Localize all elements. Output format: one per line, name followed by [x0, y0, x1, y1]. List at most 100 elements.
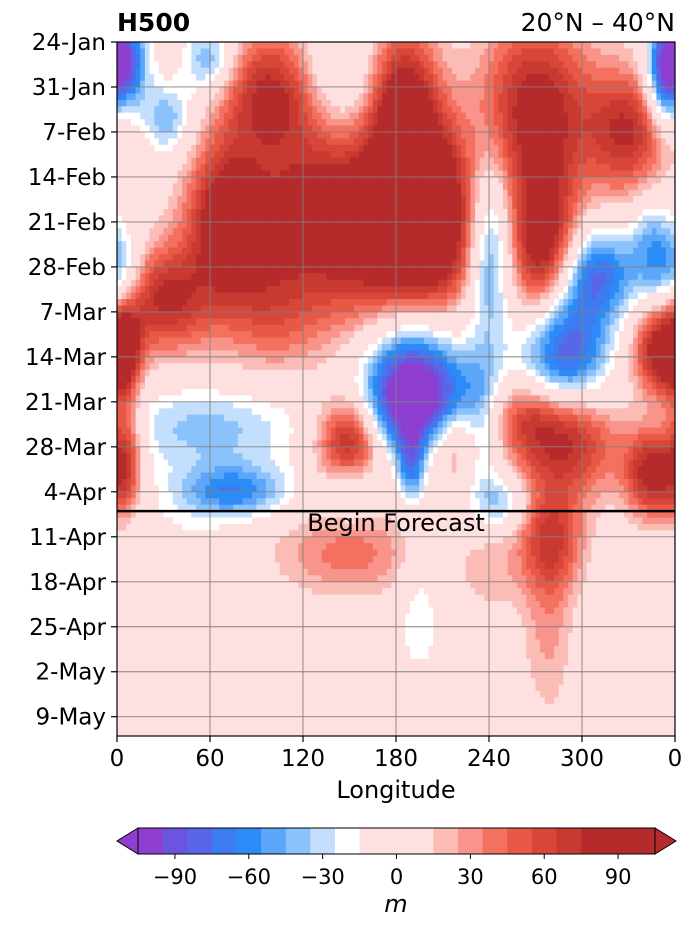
field-cell [354, 93, 360, 101]
field-cell [363, 305, 369, 313]
field-cell [642, 215, 648, 223]
field-cell [540, 176, 546, 184]
field-cell [210, 99, 216, 107]
field-cell [368, 93, 374, 101]
field-cell [670, 157, 675, 165]
field-cell [289, 74, 295, 82]
field-cell [419, 299, 425, 307]
field-cell [149, 131, 155, 139]
field-cell [651, 93, 657, 101]
field-cell [628, 189, 634, 197]
field-cell [428, 279, 434, 287]
field-cell [470, 183, 476, 191]
field-cell [158, 286, 165, 294]
field-cell [563, 112, 569, 120]
field-cell [386, 221, 392, 229]
field-cell [340, 266, 346, 274]
field-cell [526, 196, 532, 204]
field-cell [130, 138, 137, 146]
field-cell [419, 254, 425, 262]
field-cell [642, 260, 648, 268]
field-cell [554, 215, 560, 223]
field-cell [479, 241, 485, 249]
field-cell [270, 67, 276, 75]
field-cell [516, 189, 523, 197]
field-cell [293, 80, 299, 88]
field-cell [214, 74, 220, 82]
field-cell [298, 183, 304, 191]
field-cell [298, 279, 304, 287]
field-cell [130, 305, 137, 313]
field-cell [484, 176, 490, 184]
field-cell [247, 74, 253, 82]
field-cell [516, 48, 523, 56]
field-cell [484, 131, 490, 139]
field-cell [205, 99, 211, 107]
field-cell [396, 234, 402, 242]
field-cell [191, 170, 197, 178]
field-cell [572, 260, 578, 268]
field-cell [117, 138, 123, 146]
field-cell [516, 112, 523, 120]
field-cell [582, 183, 588, 191]
field-cell [414, 112, 420, 120]
field-cell [554, 131, 560, 139]
field-cell [549, 260, 555, 268]
field-cell [628, 61, 634, 69]
field-cell [349, 260, 355, 268]
field-cell [130, 176, 137, 184]
field-cell [656, 266, 662, 274]
field-cell [196, 189, 202, 197]
field-cell [186, 266, 192, 274]
field-cell [219, 119, 225, 127]
field-cell [265, 125, 272, 133]
field-cell [256, 247, 262, 255]
field-cell [242, 286, 248, 294]
field-cell [340, 86, 346, 95]
field-cell [251, 144, 258, 152]
field-cell [256, 234, 262, 242]
field-cell [316, 196, 323, 204]
field-cell [619, 164, 625, 172]
field-cell [470, 42, 476, 50]
field-cell [382, 119, 388, 127]
field-cell [540, 286, 546, 294]
field-cell [665, 86, 671, 95]
field-cell [498, 189, 504, 197]
field-cell [247, 86, 253, 95]
field-cell [354, 119, 360, 127]
field-cell [391, 176, 397, 184]
field-cell [665, 106, 671, 114]
field-cell [372, 196, 378, 204]
field-cell [307, 215, 313, 223]
field-cell [568, 138, 574, 146]
field-cell [419, 273, 425, 281]
field-cell [284, 54, 290, 62]
field-cell [307, 196, 313, 204]
field-cell [423, 305, 430, 313]
field-cell [158, 273, 165, 281]
field-cell [121, 164, 127, 172]
field-cell [582, 99, 588, 107]
field-cell [163, 234, 169, 242]
field-cell [493, 67, 499, 75]
field-cell [326, 80, 332, 88]
field-cell [544, 144, 551, 152]
field-cell [447, 138, 453, 146]
field-cell [265, 247, 272, 255]
field-cell [168, 93, 174, 101]
field-cell [135, 221, 141, 229]
field-cell [117, 266, 123, 274]
field-cell [149, 228, 155, 236]
field-cell [200, 67, 206, 75]
field-cell [502, 189, 509, 197]
field-cell [335, 93, 341, 101]
field-cell [233, 286, 239, 294]
field-cell [595, 221, 602, 229]
field-cell [502, 144, 509, 152]
field-cell [409, 241, 416, 249]
field-cell [647, 209, 653, 217]
field-cell [293, 234, 299, 242]
field-cell [182, 80, 188, 88]
field-cell [526, 106, 532, 114]
